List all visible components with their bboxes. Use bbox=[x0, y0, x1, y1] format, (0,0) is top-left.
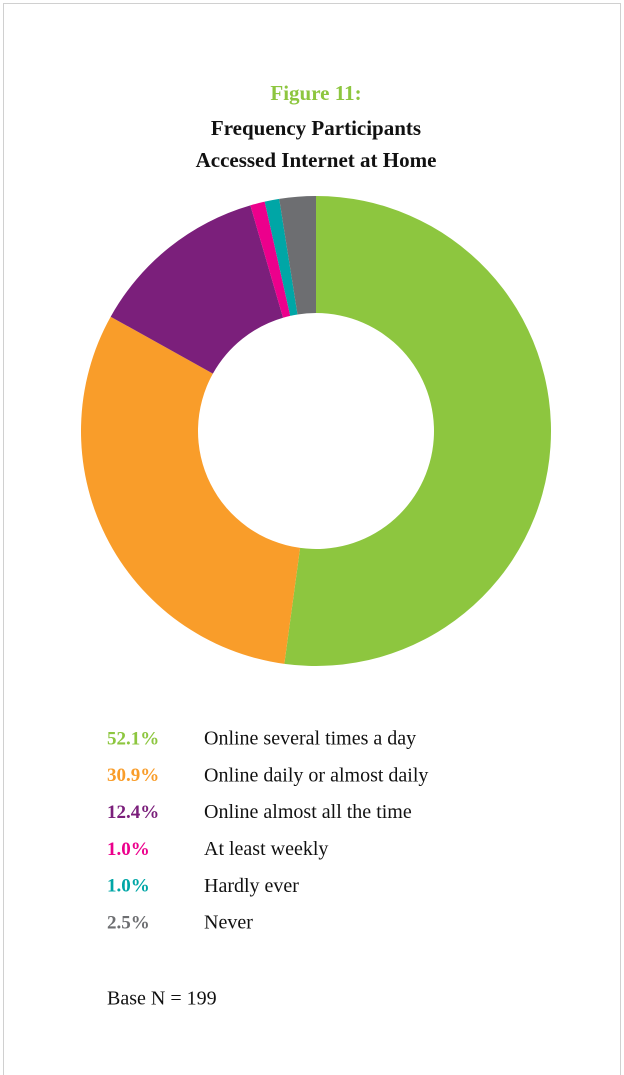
figure-label: Figure 11: bbox=[270, 81, 361, 105]
donut-slice bbox=[284, 196, 552, 666]
legend-label: Never bbox=[204, 912, 253, 934]
legend-value: 1.0% bbox=[107, 876, 150, 897]
chart-title: Accessed Internet at Home bbox=[196, 148, 437, 172]
legend-value: 1.0% bbox=[107, 839, 150, 860]
legend-label: At least weekly bbox=[204, 838, 328, 860]
legend-value: 30.9% bbox=[107, 765, 159, 786]
legend-label: Hardly ever bbox=[204, 875, 299, 897]
legend-value: 52.1% bbox=[107, 728, 159, 749]
donut-slice bbox=[110, 205, 284, 374]
legend-label: Online daily or almost daily bbox=[204, 764, 428, 786]
donut-slice bbox=[279, 196, 316, 315]
donut-slice bbox=[264, 198, 298, 316]
donut-slice bbox=[250, 201, 291, 318]
legend-label: Online several times a day bbox=[204, 728, 416, 750]
donut-slice bbox=[81, 316, 301, 664]
base-note: Base N = 199 bbox=[107, 988, 217, 1010]
legend-value: 12.4% bbox=[107, 802, 159, 823]
legend-value: 2.5% bbox=[107, 912, 150, 933]
legend-label: Online almost all the time bbox=[204, 801, 412, 823]
frame bbox=[3, 3, 621, 1075]
chart-title: Frequency Participants bbox=[211, 116, 421, 140]
